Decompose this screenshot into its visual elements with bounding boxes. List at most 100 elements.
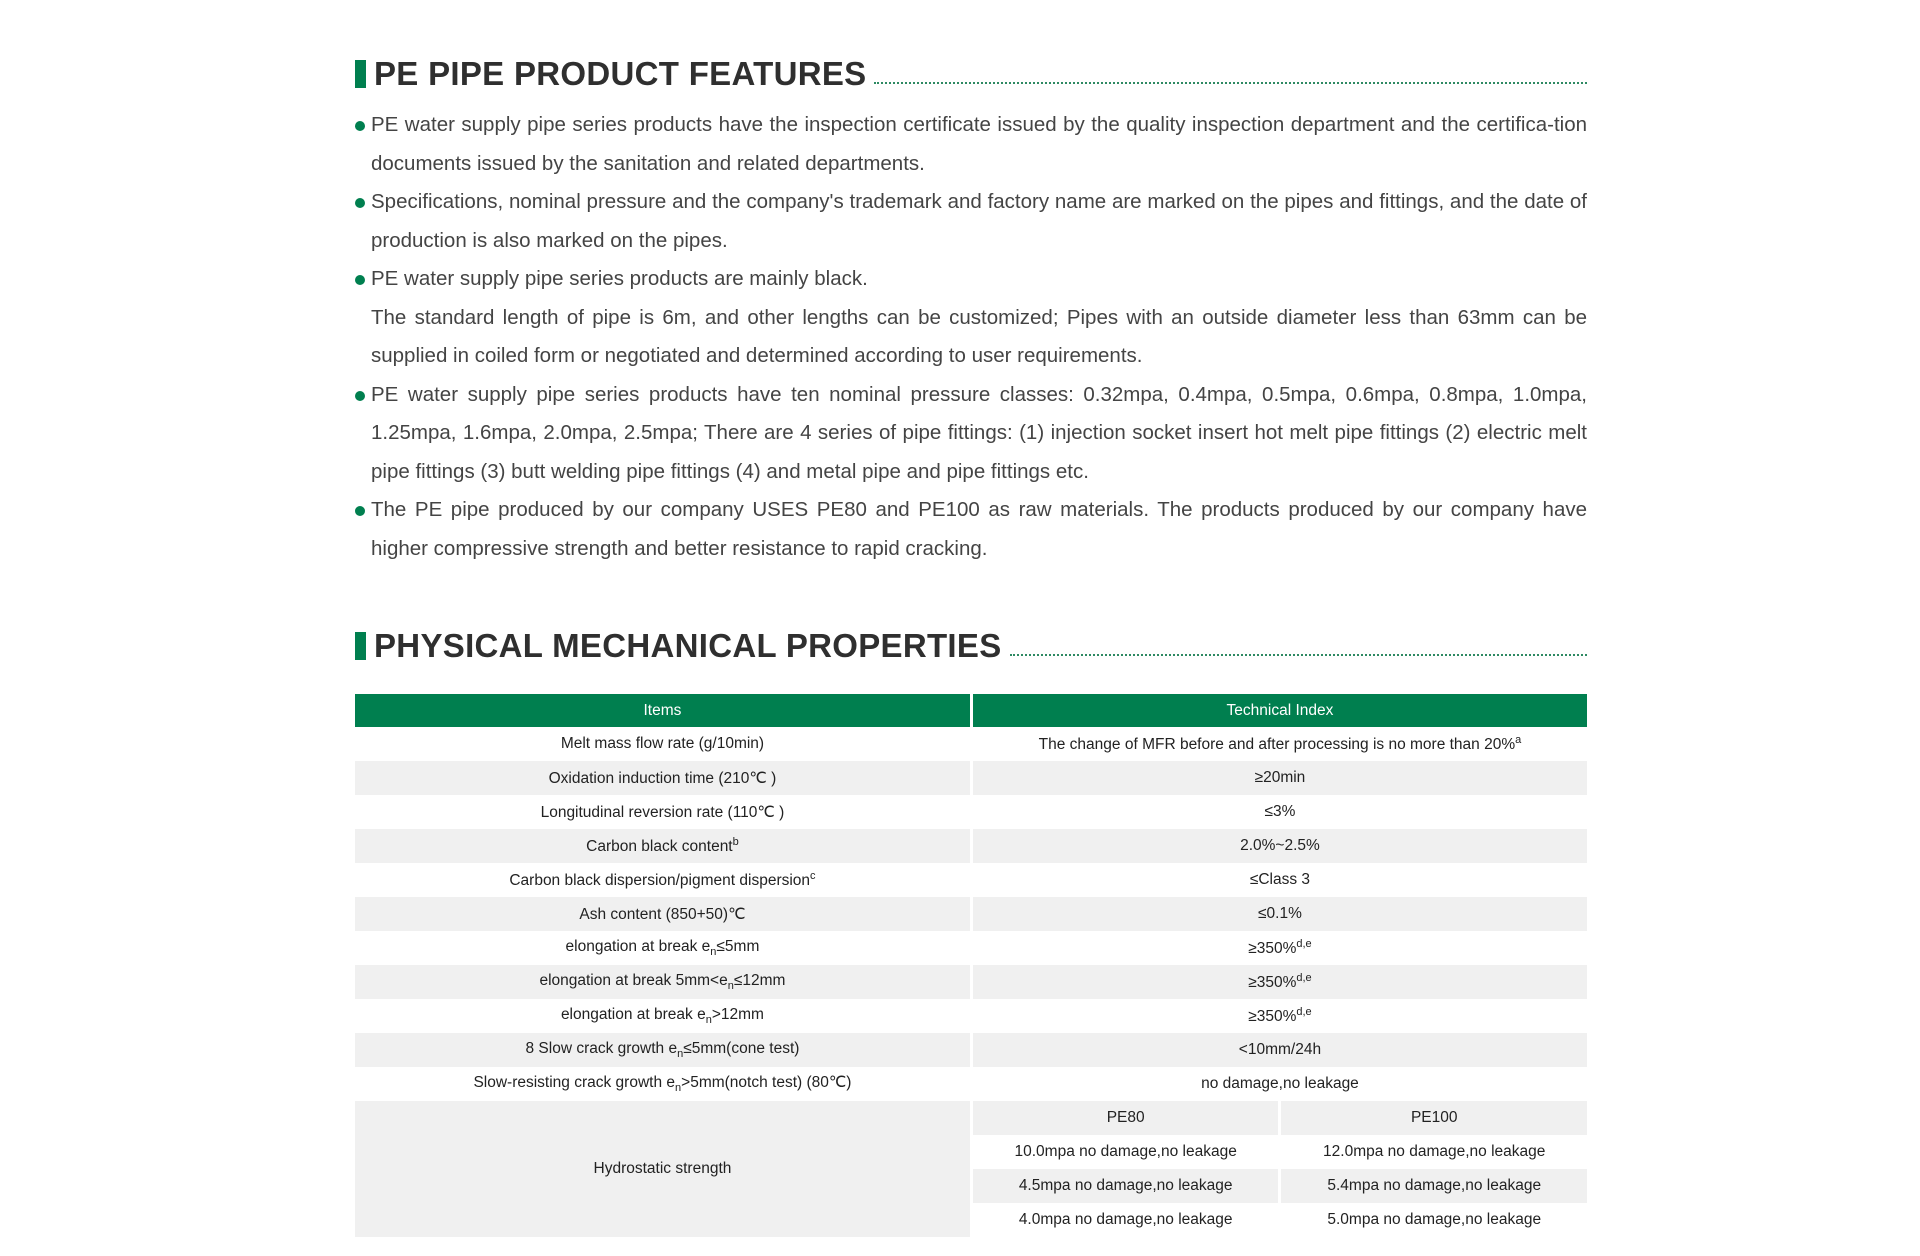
item-text-suffix: ≤12mm [733,971,786,989]
index-cell: ≥350%d,e [972,965,1587,999]
table-row: elongation at break en>12mm ≥350%d,e [355,999,1587,1033]
index-text: ≤Class 3 [1249,871,1311,888]
bullet-icon [355,275,365,285]
index-cell: The change of MFR before and after proce… [973,727,1587,761]
section-heading: PHYSICAL MECHANICAL PROPERTIES [355,626,1587,666]
heading-accent-bar [355,60,366,88]
item-subscript: n [727,980,734,993]
pe100-value: 5.4mpa no damage,no leakage [1281,1169,1587,1203]
item-text: elongation at break e [560,1005,706,1023]
item-cell: Longitudinal reversion rate (110℃ ) [355,795,970,829]
index-text: ≥350% [1248,940,1297,958]
bullet-icon [355,390,365,401]
item-footnote: b [732,835,739,848]
dotted-divider [1009,654,1587,656]
item-cell: Carbon black dispersion/pigment dispersi… [355,863,970,897]
item-cell: Slow-resisting crack growth en>5mm(notch… [355,1067,970,1101]
item-text-suffix: ≤5mm(cone test) [683,1039,800,1057]
table-row: Slow-resisting crack growth en>5mm(notch… [355,1067,1587,1101]
features-section: PE PIPE PRODUCT FEATURES PE water supply… [355,54,1587,568]
index-text: The change of MFR before and after proce… [1038,736,1516,754]
pe100-value: 12.0mpa no damage,no leakage [1323,1143,1546,1160]
table-row: Hydrostatic strength PE80 PE100 [355,1101,1587,1237]
table-row: 10.0mpa no damage,no leakage 12.0mpa no d… [355,1135,1587,1169]
bullet-icon [355,506,365,516]
table-header-row: Items Technical Index [355,694,1587,727]
section-heading: PE PIPE PRODUCT FEATURES [355,54,1587,94]
bullet-continuation-text: The standard length of pipe is 6m, and o… [371,305,1587,368]
index-text: ≥350% [1248,1008,1297,1026]
index-cell: <10mm/24h [972,1033,1587,1067]
list-item: PE water supply pipe series products hav… [355,376,1587,492]
table-row: Melt mass flow rate (g/10min) The change … [355,727,1587,761]
table-row: 4.0mpa no damage,no leakage 5.0mpa no dam… [355,1203,1587,1237]
item-text-suffix: >12mm [711,1005,764,1023]
item-cell: Oxidation induction time (210℃ ) [355,761,970,795]
item-text: Ash content (850+50)℃ [579,905,746,923]
index-cell: 2.0%~2.5% [972,829,1587,863]
dotted-divider [874,82,1587,84]
bullet-text: Specifications, nominal pressure and the… [371,190,1587,252]
index-text: no damage,no leakage [1201,1075,1359,1092]
item-text: Longitudinal reversion rate (110℃ ) [540,803,785,821]
item-text: Carbon black dispersion/pigment dispersi… [509,872,811,890]
list-item: Specifications, nominal pressure and the… [355,183,1587,260]
features-title: PE PIPE PRODUCT FEATURES [374,55,867,92]
bullet-text: PE water supply pipe series products hav… [371,113,1587,175]
index-text: ≥350% [1248,974,1297,992]
pe100-value: 5.0mpa no damage,no leakage [1327,1211,1542,1228]
item-text: Carbon black content [586,838,733,856]
pe80-value: 10.0mpa no damage,no leakage [1014,1143,1237,1160]
pe80-value: 4.5mpa no damage,no leakage [972,1169,1279,1203]
index-text: ≥20min [1254,769,1306,786]
index-footnote: a [1515,733,1522,746]
index-cell: no damage,no leakage [973,1067,1587,1101]
item-text: Oxidation induction time (210℃ ) [548,769,777,787]
item-text: elongation at break 5mm<e [539,971,728,989]
index-footnote: d,e [1296,1005,1312,1018]
pe80-value: 4.0mpa no damage,no leakage [1018,1211,1233,1228]
table-row: elongation at break en≤5mm ≥350%d,e [355,931,1587,965]
index-cell: ≥20min [972,761,1587,795]
item-text: 8 Slow crack growth e [525,1039,678,1057]
index-text: <10mm/24h [1238,1041,1322,1058]
bullet-icon [355,121,365,131]
index-cell: ≥350%d,e [973,999,1587,1033]
index-text: 2.0%~2.5% [1240,837,1320,854]
index-cell: ≤0.1% [972,897,1587,931]
item-subscript: n [675,1082,682,1095]
item-text: Melt mass flow rate (g/10min) [560,735,765,752]
bullet-text: The PE pipe produced by our company USES… [371,498,1587,560]
bullet-icon [355,198,365,208]
pe100-header: PE100 [1281,1101,1587,1135]
item-subscript: n [677,1048,684,1061]
properties-title: PHYSICAL MECHANICAL PROPERTIES [374,627,1002,664]
table-row: Longitudinal reversion rate (110℃ ) ≤3% [355,795,1587,829]
properties-section: PHYSICAL MECHANICAL PROPERTIES Items Tec… [355,626,1587,1237]
index-footnote: d,e [1296,971,1312,984]
item-subscript: n [710,946,717,959]
features-list: PE water supply pipe series products hav… [355,106,1587,568]
bullet-text: PE water supply pipe series products are… [371,267,868,290]
table-row: 4.5mpa no damage,no leakage 5.4mpa no dam… [355,1169,1587,1203]
item-text-suffix: ≤5mm [716,937,760,955]
hydrostatic-item-cell: Hydrostatic strength [355,1101,970,1237]
header-items: Items [355,694,970,727]
item-cell: 8 Slow crack growth en≤5mm(cone test) [355,1033,970,1067]
table-row: Carbon black contentb 2.0%~2.5% [355,829,1587,863]
item-cell: elongation at break en>12mm [355,999,970,1033]
pe80-header: PE80 [972,1101,1279,1135]
index-cell: ≤Class 3 [973,863,1587,897]
table-row: Ash content (850+50)℃ ≤0.1% [355,897,1587,931]
index-cell: ≤3% [973,795,1587,829]
table-row: Carbon black dispersion/pigment dispersi… [355,863,1587,897]
index-text: ≤0.1% [1258,905,1302,922]
item-text-suffix: >5mm(notch test) (80℃) [681,1074,852,1092]
properties-table: Items Technical Index Melt mass flow rat… [352,694,1590,1237]
item-subscript: n [705,1014,712,1027]
item-cell: Carbon black contentb [355,829,970,863]
item-text: Slow-resisting crack growth e [473,1074,676,1092]
table-row: elongation at break 5mm<en≤12mm ≥350%d,e [355,965,1587,999]
table-row: 8 Slow crack growth en≤5mm(cone test) <10… [355,1033,1587,1067]
item-cell: elongation at break en≤5mm [355,931,970,965]
